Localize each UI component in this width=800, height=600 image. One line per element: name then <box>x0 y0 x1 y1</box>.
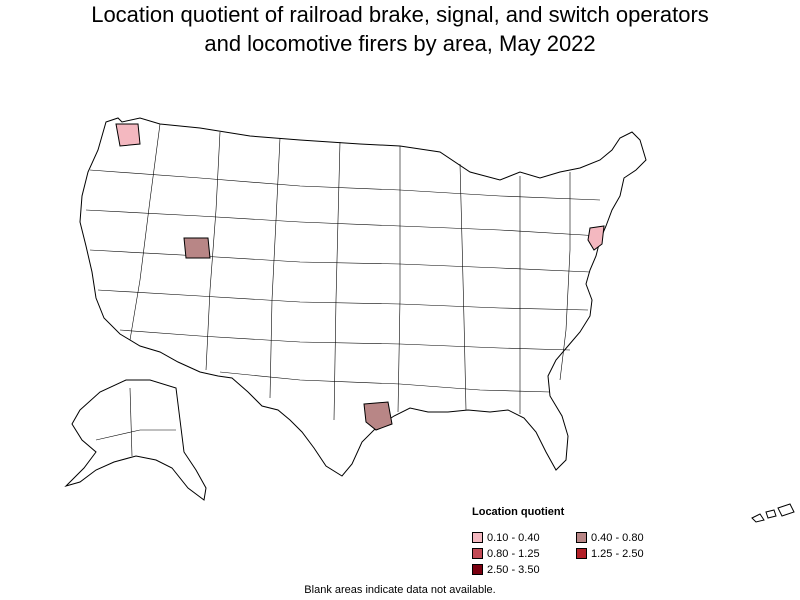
legend-label: 2.50 - 3.50 <box>487 563 540 576</box>
legend-title: Location quotient <box>472 506 565 518</box>
legend-swatch <box>576 532 587 543</box>
hawaii-outline <box>751 503 795 523</box>
legend-label: 1.25 - 2.50 <box>591 547 644 560</box>
area-northern-new-jersey <box>587 225 605 251</box>
legend-swatch <box>472 548 483 559</box>
legend-swatch <box>472 564 483 575</box>
area-southeast-texas <box>363 401 393 431</box>
legend-grid: 0.10 - 0.40 0.40 - 0.80 0.80 - 1.25 1.25 - … <box>472 531 732 576</box>
page-title: Location quotient of railroad brake, sig… <box>0 0 800 58</box>
legend-item: 0.10 - 0.40 <box>472 531 576 544</box>
alaska-outline <box>64 379 207 501</box>
legend-item: 2.50 - 3.50 <box>472 563 576 576</box>
footnote: Blank areas indicate data not available. <box>304 584 496 596</box>
legend-swatch <box>472 532 483 543</box>
legend-item: 1.25 - 2.50 <box>576 547 696 560</box>
legend-swatch <box>576 548 587 559</box>
map-legend: Location quotient 0.10 - 0.40 0.40 - 0.80… <box>472 506 732 576</box>
legend-label: 0.80 - 1.25 <box>487 547 540 560</box>
contiguous-us-outline <box>79 117 647 477</box>
legend-item: 0.40 - 0.80 <box>576 531 696 544</box>
legend-label: 0.40 - 0.80 <box>591 531 644 544</box>
area-northwest-washington <box>115 123 141 147</box>
legend-item: 0.80 - 1.25 <box>472 547 576 560</box>
area-northern-utah <box>183 237 211 259</box>
title-line-2: and locomotive firers by area, May 2022 <box>204 31 596 56</box>
title-line-1: Location quotient of railroad brake, sig… <box>91 2 709 27</box>
legend-label: 0.10 - 0.40 <box>487 531 540 544</box>
